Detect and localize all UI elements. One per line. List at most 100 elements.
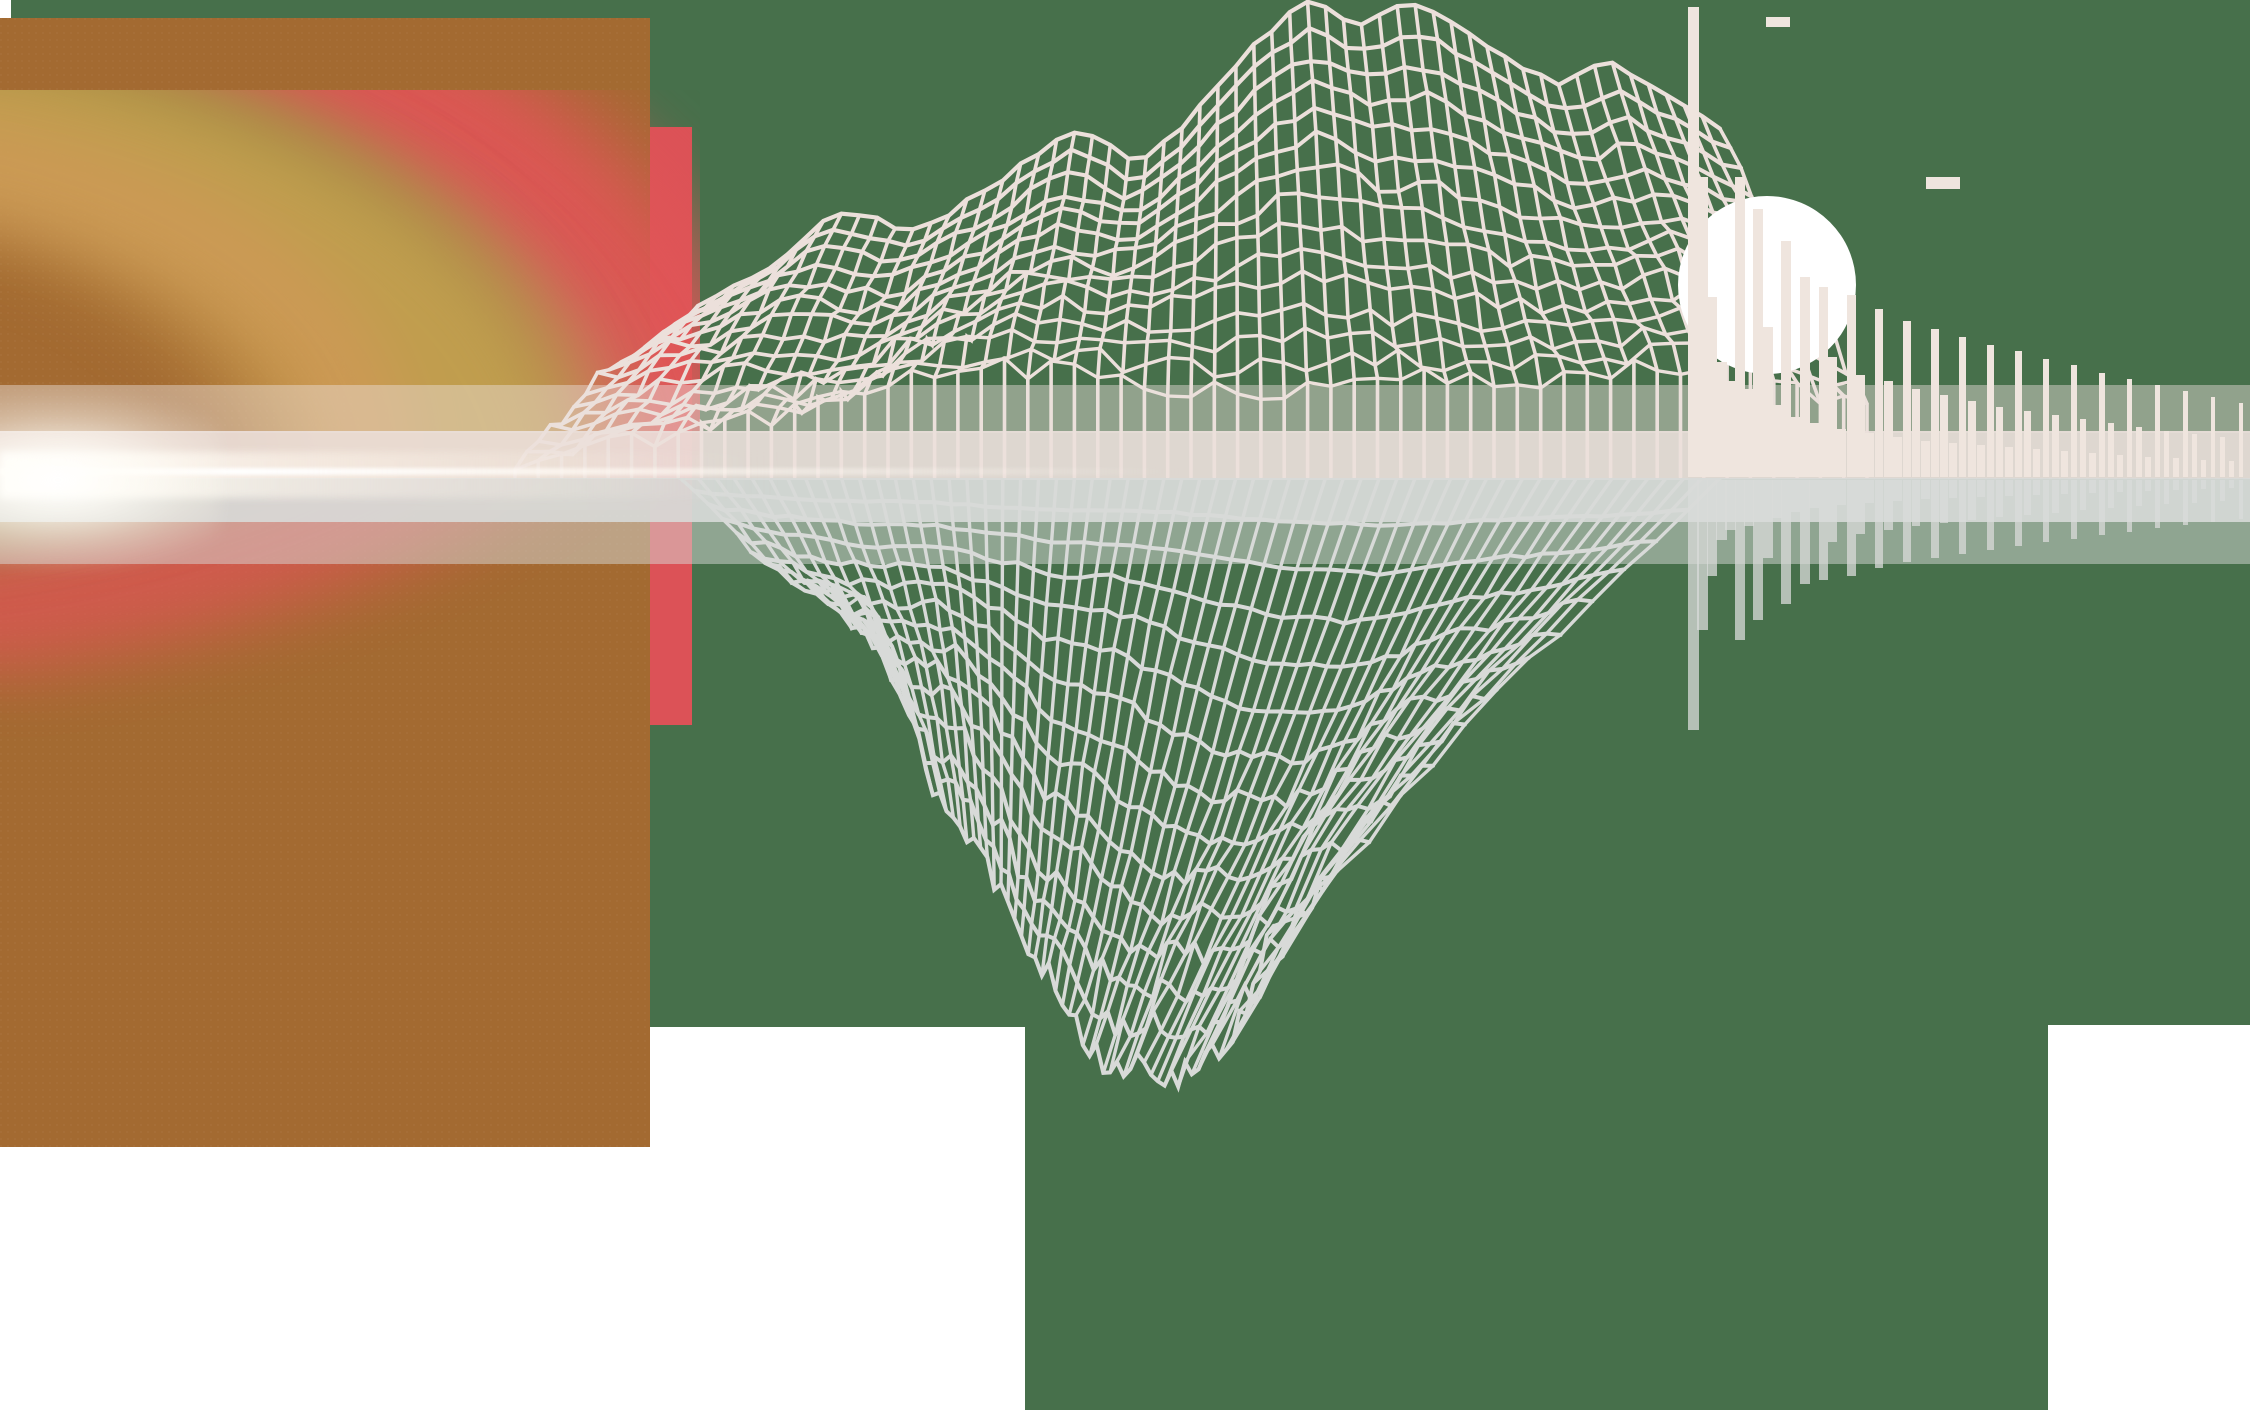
spectrum-bar-reflection <box>2024 480 2031 515</box>
spectrum-bar-reflection <box>2238 480 2244 519</box>
spectrum-bar <box>1744 389 1755 477</box>
spectrum-bar-reflection <box>1884 480 1893 530</box>
spectrum-bar <box>2145 457 2151 477</box>
spectrum-bar-reflection <box>2126 480 2133 532</box>
spectrum-bar <box>2126 379 2133 477</box>
spectrum-bars-reflection <box>0 478 2250 1278</box>
spectrum-bar <box>2014 351 2022 477</box>
spectrum-bar <box>1790 417 1801 477</box>
spectrum-bar-reflection <box>1865 480 1875 503</box>
spectrum-bar <box>2108 423 2114 477</box>
spectrum-bar <box>1884 381 1893 477</box>
spectrum-bar-reflection <box>1949 480 1958 498</box>
spectrum-bar <box>2005 447 2013 477</box>
spectrum-bar-reflection <box>2173 480 2179 490</box>
spectrum-bar <box>1706 297 1718 477</box>
spectrum-bar <box>1846 295 1856 477</box>
spectrum-bar-reflection <box>2182 480 2188 525</box>
spectrum-bar-reflection <box>1996 480 2004 517</box>
spectrum-bar-reflection <box>2052 480 2059 513</box>
spectrum-bar-reflection <box>1772 480 1782 518</box>
spectrum-bar-reflection <box>1725 480 1736 530</box>
spectrum-bar-reflection <box>2136 480 2142 506</box>
lens-flare-hotspot <box>0 390 220 570</box>
spectrum-bar <box>1912 389 1921 477</box>
spectrum-bar <box>2024 411 2031 477</box>
bottom-right-plate <box>2048 1025 2250 1410</box>
spectrum-bar-reflection <box>2117 480 2124 492</box>
spectrum-bar <box>2080 419 2087 477</box>
spectrum-bar-reflection <box>1697 480 1709 630</box>
spectrum-bar <box>1865 433 1875 477</box>
spectrum-bar <box>1996 407 2004 477</box>
spectrum-bar <box>2173 458 2179 477</box>
bottom-left-upper-plate <box>650 1027 1025 1410</box>
spectrum-bar-reflection <box>1874 480 1884 568</box>
spectrum-bar-reflection <box>2070 480 2078 539</box>
spectrum-bar-reflection <box>1846 480 1856 576</box>
spectrum-bar <box>2210 397 2216 477</box>
spectrum-bar-cap <box>1926 177 1960 189</box>
spectrum-bar-reflection <box>1986 480 1995 550</box>
spectrum-bar <box>1809 423 1819 477</box>
spectrum-bar <box>1986 345 1995 477</box>
spectrum-bar-reflection <box>2164 480 2170 504</box>
spectrum-bar <box>1828 357 1838 477</box>
spectrum-bar-reflection <box>2005 480 2013 496</box>
spectrum-bar-reflection <box>2210 480 2216 522</box>
spectrum-bars-upper <box>0 0 2250 480</box>
spectrum-bar <box>1716 362 1727 477</box>
spectrum-bar-reflection <box>1828 480 1838 542</box>
spectrum-bar <box>1725 381 1736 477</box>
spectrum-bar-reflection <box>2061 480 2068 494</box>
spectrum-bar-reflection <box>2192 480 2198 503</box>
spectrum-bar <box>2033 449 2041 477</box>
spectrum-bar-reflection <box>2098 480 2105 535</box>
spectrum-bar-reflection <box>1800 480 1810 584</box>
spectrum-bar-reflection <box>1856 480 1865 534</box>
spectrum-bar <box>2136 427 2142 477</box>
spectrum-bar-reflection <box>1706 480 1718 576</box>
spectrum-bar-reflection <box>1977 480 1985 497</box>
spectrum-bar-reflection <box>1753 480 1764 620</box>
spectrum-bar <box>2220 437 2225 477</box>
spectrum-bar-reflection <box>1893 480 1902 501</box>
spectrum-bar <box>2229 461 2234 477</box>
spectrum-bar-reflection <box>2080 480 2087 510</box>
spectrum-bar <box>1818 287 1829 477</box>
spectrum-bar <box>1902 321 1912 477</box>
spectrum-bar-reflection <box>2229 480 2234 488</box>
spectrum-bar-reflection <box>2220 480 2225 501</box>
white-corner-square <box>0 0 11 18</box>
spectrum-bar <box>2201 460 2207 477</box>
spectrum-bar <box>2192 434 2198 477</box>
spectrum-bar <box>2052 415 2059 477</box>
spectrum-bar <box>2098 373 2105 477</box>
spectrum-bar-reflection <box>1716 480 1727 540</box>
spectrum-bar <box>1874 309 1884 477</box>
spectrum-bar-reflection <box>1781 480 1792 604</box>
spectrum-bar-reflection <box>1809 480 1819 508</box>
spectrum-bar-reflection <box>1940 480 1948 523</box>
spectrum-bar-reflection <box>2042 480 2050 542</box>
spectrum-bar <box>2042 359 2050 477</box>
spectrum-bar-reflection <box>1912 480 1921 526</box>
spectrum-bar <box>1762 327 1773 477</box>
spectrum-bar <box>1949 443 1958 477</box>
spectrum-bar <box>1837 429 1847 477</box>
spectrum-bar-reflection <box>2033 480 2041 495</box>
spectrum-bar-reflection <box>2108 480 2114 508</box>
spectrum-bar <box>2182 391 2188 477</box>
spectrum-bar <box>2089 453 2096 477</box>
spectrum-bar <box>1772 405 1782 477</box>
spectrum-bar <box>2164 431 2170 477</box>
spectrum-bar <box>2061 451 2068 477</box>
spectrum-bar-reflection <box>2201 480 2207 489</box>
spectrum-bar <box>1753 209 1764 477</box>
spectrum-bar-reflection <box>2154 480 2161 528</box>
spectrum-bar-reflection <box>1921 480 1930 499</box>
spectrum-bar-reflection <box>1818 480 1829 580</box>
spectrum-bar <box>1930 329 1939 477</box>
spectrum-bar <box>1856 375 1865 477</box>
